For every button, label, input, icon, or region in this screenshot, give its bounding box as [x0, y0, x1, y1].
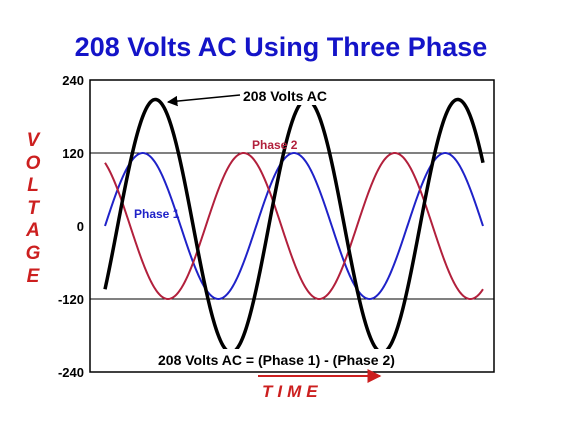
y-axis-label-letter-1: O: [25, 152, 41, 174]
y-axis-label-letter-4: A: [26, 220, 40, 242]
y-tick-label-4: -240: [58, 365, 84, 380]
y-axis-label-letter-3: T: [27, 197, 39, 219]
y-axis-label-letter-2: L: [27, 175, 39, 197]
y-axis-label-letter-5: G: [25, 242, 41, 264]
y-tick-label-1: 120: [62, 146, 84, 161]
series-line-208-volts-ac: [103, 97, 485, 355]
formula-bg: [155, 349, 460, 369]
series-line-phase-1: [104, 151, 484, 301]
y-tick-label-0: 240: [62, 73, 84, 88]
annotation-formula: 208 Volts AC = (Phase 1) - (Phase 2): [158, 352, 395, 368]
y-axis-label-letter-0: V: [26, 130, 40, 151]
y-tick-label-3: -120: [58, 292, 84, 307]
plot-area-frame: [89, 79, 495, 373]
y-tick-label-2: 0: [77, 219, 84, 234]
annotation-phase-1: Phase 1: [134, 207, 180, 221]
chart-title: 208 Volts AC Using Three Phase: [74, 32, 488, 62]
annotation-arrow: [166, 94, 241, 107]
x-axis-label: TIME: [262, 382, 323, 401]
series-line-phase-2: [104, 152, 484, 300]
y-axis-label-letter-6: E: [26, 265, 40, 287]
annotation-phase-2: Phase 2: [252, 138, 298, 152]
annotation-208-volts-ac: 208 Volts AC: [243, 88, 327, 104]
top-label-bg: [240, 85, 352, 105]
